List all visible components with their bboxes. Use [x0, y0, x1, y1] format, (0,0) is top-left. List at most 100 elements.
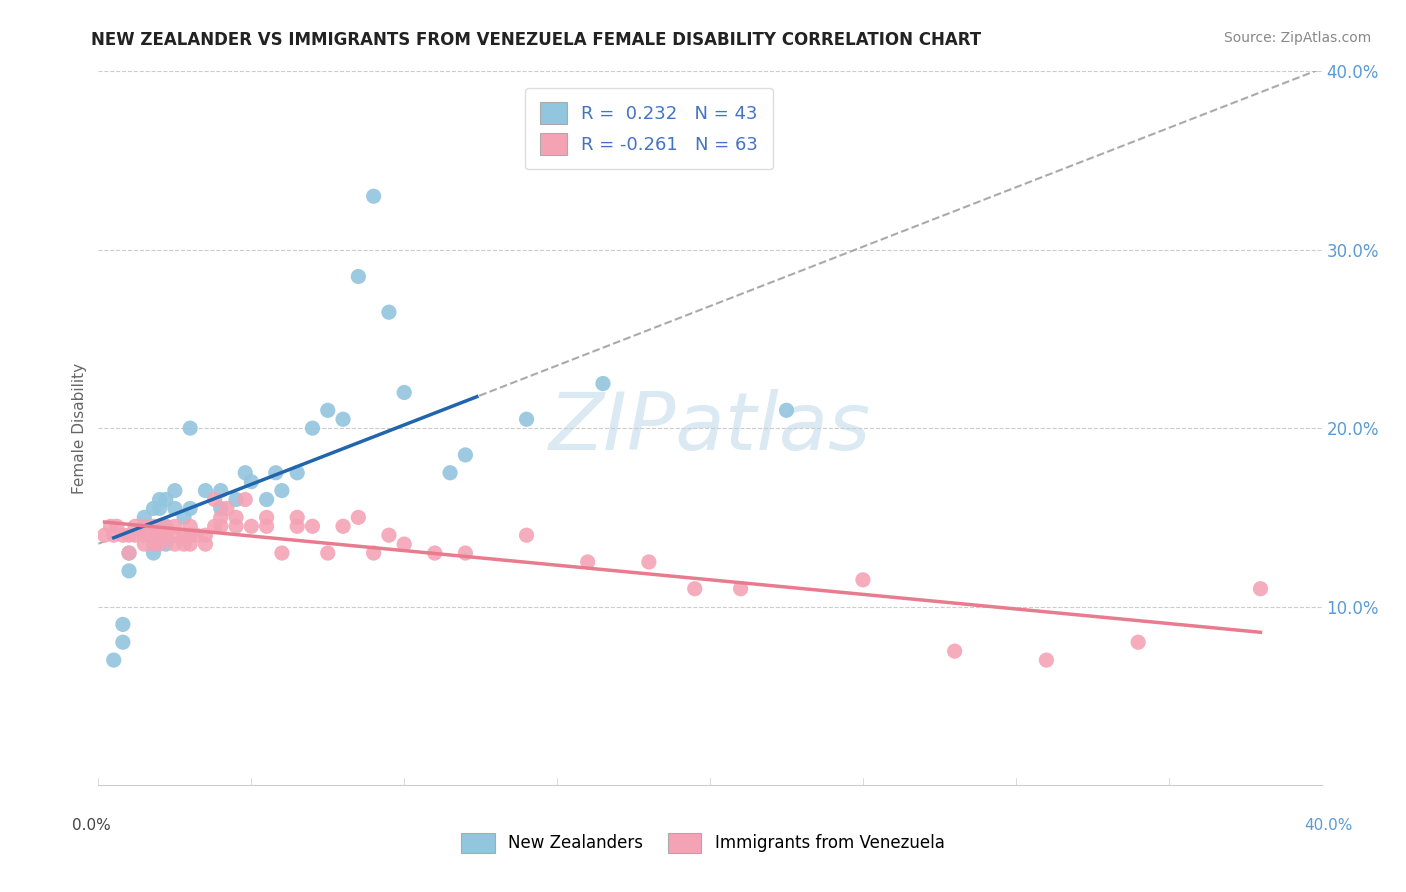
Point	[103, 528, 125, 542]
Legend: New Zealanders, Immigrants from Venezuela: New Zealanders, Immigrants from Venezuel…	[453, 824, 953, 862]
Point	[149, 519, 172, 533]
Point	[775, 403, 797, 417]
Point	[179, 537, 201, 551]
Point	[316, 546, 339, 560]
Point	[301, 519, 323, 533]
Point	[149, 528, 172, 542]
Point	[149, 492, 172, 507]
Point	[179, 528, 201, 542]
Point	[316, 403, 339, 417]
Point	[100, 519, 122, 533]
Point	[592, 376, 614, 391]
Point	[186, 528, 208, 542]
Point	[233, 492, 256, 507]
Point	[225, 492, 247, 507]
Point	[1128, 635, 1150, 649]
Point	[454, 448, 477, 462]
Text: NEW ZEALANDER VS IMMIGRANTS FROM VENEZUELA FEMALE DISABILITY CORRELATION CHART: NEW ZEALANDER VS IMMIGRANTS FROM VENEZUE…	[91, 31, 981, 49]
Point	[209, 519, 232, 533]
Point	[1035, 653, 1057, 667]
Point	[124, 519, 146, 533]
Point	[173, 537, 195, 551]
Point	[683, 582, 706, 596]
Point	[1249, 582, 1271, 596]
Point	[173, 510, 195, 524]
Point	[363, 546, 385, 560]
Point	[111, 617, 134, 632]
Point	[225, 510, 247, 524]
Point	[149, 501, 172, 516]
Point	[142, 528, 165, 542]
Point	[301, 421, 323, 435]
Point	[124, 528, 146, 542]
Point	[118, 564, 141, 578]
Point	[637, 555, 661, 569]
Text: 40.0%: 40.0%	[1305, 818, 1353, 832]
Point	[111, 528, 134, 542]
Point	[149, 537, 172, 551]
Point	[204, 492, 226, 507]
Point	[378, 528, 401, 542]
Point	[173, 528, 195, 542]
Point	[270, 483, 292, 498]
Point	[204, 519, 226, 533]
Point	[852, 573, 875, 587]
Point	[516, 528, 538, 542]
Point	[134, 537, 156, 551]
Point	[163, 537, 186, 551]
Point	[142, 501, 165, 516]
Point	[118, 528, 141, 542]
Point	[155, 519, 177, 533]
Point	[240, 475, 263, 489]
Point	[155, 537, 177, 551]
Point	[225, 519, 247, 533]
Point	[134, 528, 156, 542]
Text: 0.0%: 0.0%	[72, 818, 111, 832]
Point	[179, 519, 201, 533]
Point	[256, 492, 278, 507]
Point	[256, 510, 278, 524]
Point	[194, 528, 217, 542]
Point	[256, 519, 278, 533]
Point	[93, 528, 115, 542]
Point	[233, 466, 256, 480]
Point	[285, 519, 308, 533]
Text: Source: ZipAtlas.com: Source: ZipAtlas.com	[1223, 31, 1371, 45]
Point	[378, 305, 401, 319]
Point	[194, 537, 217, 551]
Point	[209, 510, 232, 524]
Point	[209, 501, 232, 516]
Point	[103, 653, 125, 667]
Legend: R =  0.232   N = 43, R = -0.261   N = 63: R = 0.232 N = 43, R = -0.261 N = 63	[526, 87, 772, 169]
Y-axis label: Female Disability: Female Disability	[72, 362, 87, 494]
Point	[332, 519, 354, 533]
Point	[134, 519, 156, 533]
Point	[142, 519, 165, 533]
Point	[270, 546, 292, 560]
Point	[730, 582, 752, 596]
Point	[179, 421, 201, 435]
Point	[332, 412, 354, 426]
Point	[111, 635, 134, 649]
Point	[285, 510, 308, 524]
Point	[118, 546, 141, 560]
Point	[163, 528, 186, 542]
Point	[347, 510, 370, 524]
Point	[105, 519, 128, 533]
Point	[363, 189, 385, 203]
Point	[142, 537, 165, 551]
Point	[516, 412, 538, 426]
Point	[264, 466, 287, 480]
Point	[576, 555, 599, 569]
Point	[163, 519, 186, 533]
Point	[347, 269, 370, 284]
Point	[240, 519, 263, 533]
Point	[439, 466, 461, 480]
Point	[943, 644, 966, 658]
Point	[142, 546, 165, 560]
Text: ZIPatlas: ZIPatlas	[548, 389, 872, 467]
Point	[142, 528, 165, 542]
Point	[155, 492, 177, 507]
Point	[134, 528, 156, 542]
Point	[118, 546, 141, 560]
